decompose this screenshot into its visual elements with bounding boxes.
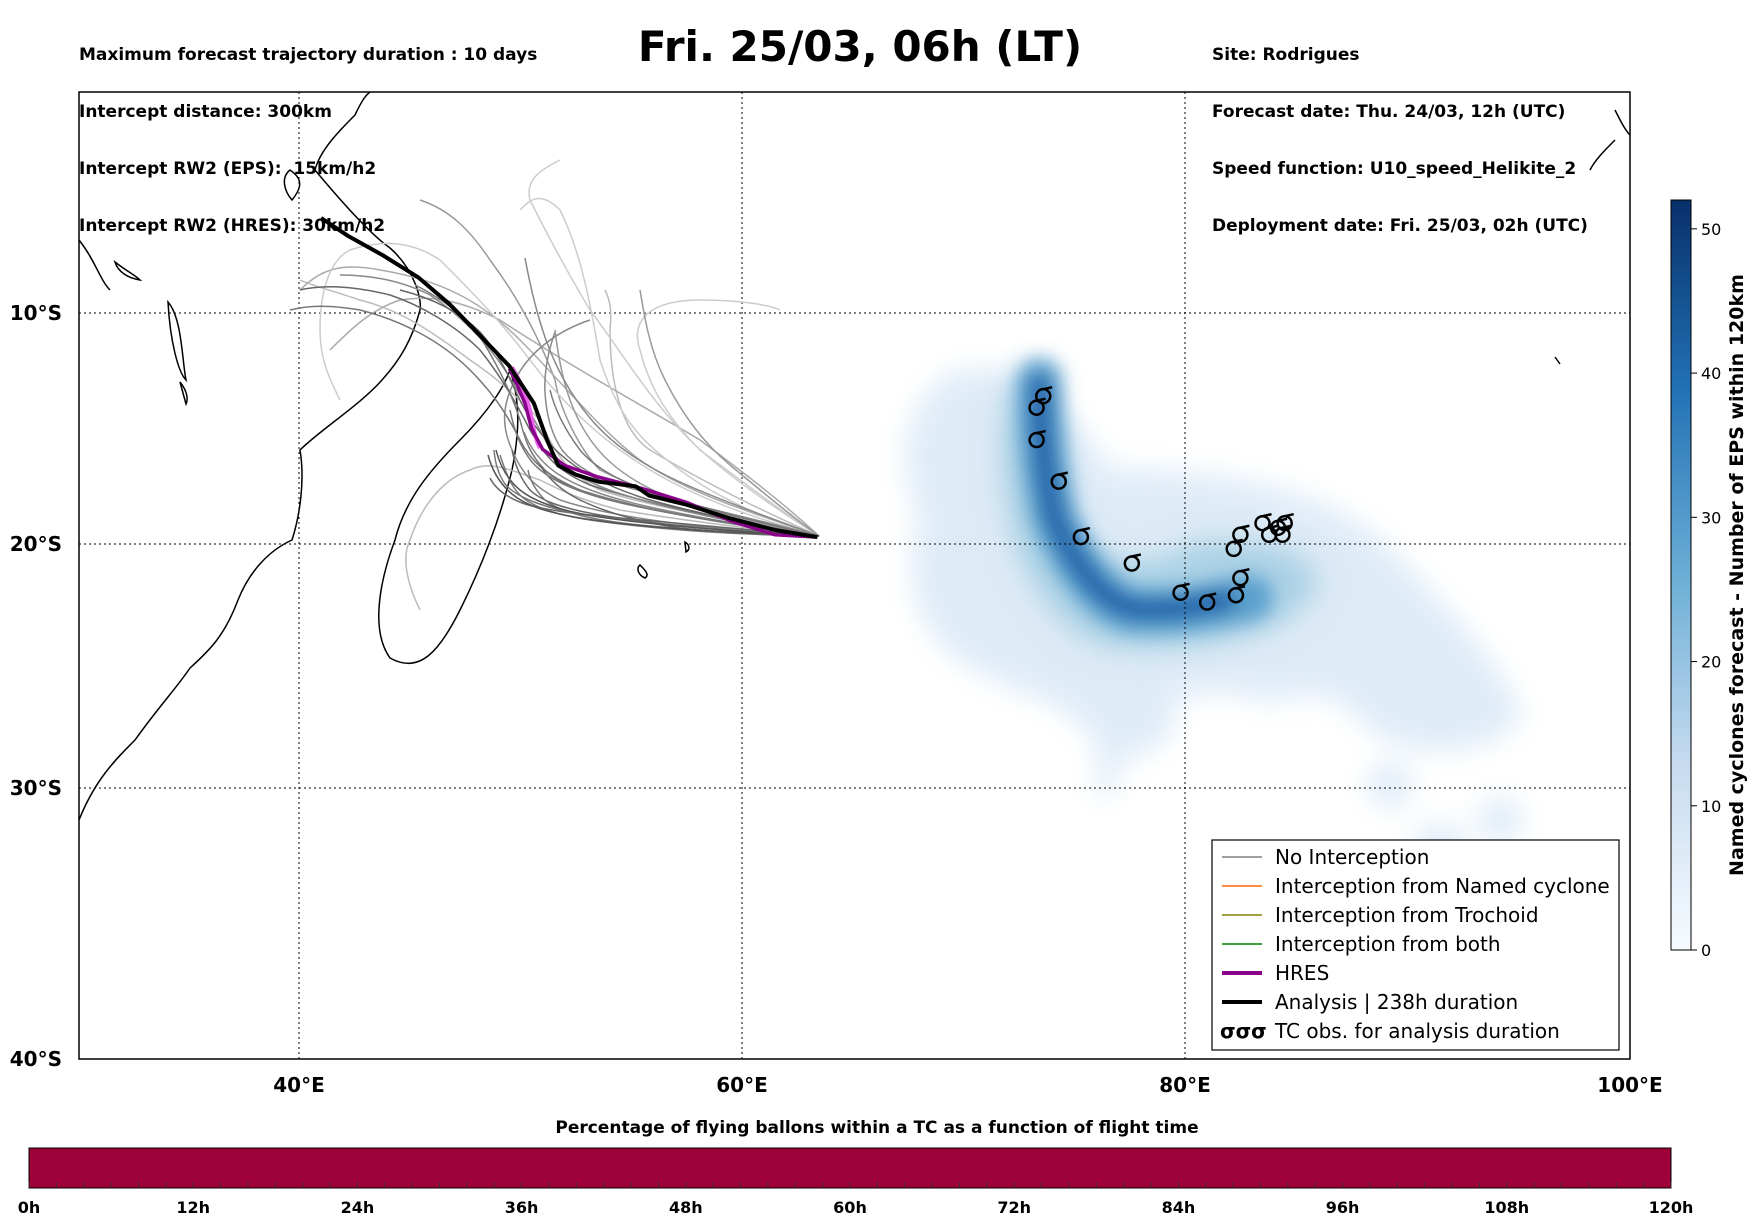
- time-tick-label: 96h: [1326, 1198, 1360, 1217]
- colorbar-label: Named cyclones forecast - Number of EPS …: [1726, 274, 1748, 876]
- legend: No Interception Interception from Named …: [1211, 839, 1620, 1051]
- time-tick-label: 72h: [997, 1198, 1031, 1217]
- colorbar-scale: [1670, 199, 1692, 951]
- map-area: [79, 92, 1630, 1059]
- tc-obs-marker: [1274, 524, 1292, 544]
- eps-trajectories: [289, 159, 820, 611]
- time-bar-title: Percentage of flying ballons within a TC…: [555, 1118, 1199, 1138]
- header-left-line: Maximum forecast trajectory duration : 1…: [79, 45, 538, 65]
- tc-obs-marker: [1276, 512, 1294, 532]
- eps-density-field: [906, 357, 1522, 876]
- header-left-info: Maximum forecast trajectory duration : 1…: [79, 8, 537, 255]
- analysis-track: [319, 216, 818, 540]
- colorbar-tick-label: 20: [1701, 653, 1721, 672]
- time-tick-label: 12h: [176, 1198, 210, 1217]
- tc-obs-marker: [1232, 567, 1250, 587]
- header-left-line: Intercept RW2 (HRES): 30km/h2: [79, 216, 386, 236]
- main-title: Fri. 25/03, 06h (LT): [637, 22, 1083, 71]
- header-right-line: Deployment date: Fri. 25/03, 02h (UTC): [1212, 216, 1588, 236]
- grid-lines: [79, 92, 1630, 1059]
- header-right-line: Speed function: U10_speed_Helikite_2: [1212, 159, 1577, 179]
- tc-obs-marker: [1232, 524, 1250, 544]
- time-bar: 0h 12h 24h 36h 48h 60h 72h 84h 96h 108h 120h: [18, 1147, 1694, 1217]
- time-tick-label: 36h: [505, 1198, 539, 1217]
- time-tick-label: 84h: [1162, 1198, 1196, 1217]
- lon-tick-label: 100°E: [1597, 1073, 1662, 1097]
- lon-tick-label: 80°E: [1159, 1073, 1211, 1097]
- header-right-line: Site: Rodrigues: [1212, 45, 1360, 65]
- header-left-line: Intercept distance: 300km: [79, 102, 332, 122]
- lat-tick-label: 10°S: [10, 301, 62, 325]
- colorbar-tick-label: 10: [1701, 797, 1721, 816]
- colorbar-tick-label: 30: [1701, 508, 1721, 527]
- lat-tick-label: 40°S: [10, 1047, 62, 1071]
- map-frame: [78, 91, 1631, 1060]
- lat-tick-label: 30°S: [10, 776, 62, 800]
- legend-label: Interception from both: [1275, 932, 1501, 956]
- tc-obs-marker: [1028, 429, 1046, 449]
- colorbar-tick-label: 0: [1701, 941, 1711, 960]
- map-figure: 40°E 60°E 80°E 100°E 10°S 20°S 30°S 40°S…: [10, 91, 1748, 1097]
- legend-label: HRES: [1275, 961, 1329, 985]
- header-left-line: Intercept RW2 (EPS): 15km/h2: [79, 159, 377, 179]
- hres-track: [507, 367, 818, 539]
- time-tick-label: 120h: [1649, 1198, 1694, 1217]
- colorbar-ticks: 0 10 20 30 40 50: [1691, 220, 1721, 960]
- colorbar-tick-label: 40: [1701, 364, 1721, 383]
- time-tick-label: 0h: [18, 1198, 41, 1217]
- legend-label: TC obs. for analysis duration: [1274, 1019, 1560, 1043]
- lat-tick-label: 20°S: [10, 532, 62, 556]
- tc-obs-markers: [1028, 385, 1294, 611]
- legend-label: No Interception: [1275, 845, 1429, 869]
- colorbar-tick-label: 50: [1701, 220, 1721, 239]
- tc-obs-marker: [1198, 592, 1217, 611]
- tc-obs-marker: [1072, 526, 1091, 546]
- time-tick-label: 24h: [341, 1198, 375, 1217]
- legend-label: Interception from Trochoid: [1275, 903, 1539, 927]
- lon-tick-label: 40°E: [273, 1073, 325, 1097]
- tc-obs-marker: [1123, 553, 1142, 572]
- header-right-info: Site: Rodrigues Forecast date: Thu. 24/0…: [1212, 8, 1588, 255]
- legend-label: Interception from Named cyclone: [1275, 874, 1610, 898]
- tc-obs-marker: [1028, 397, 1046, 416]
- tc-obs-marker: [1227, 585, 1246, 604]
- time-tick-label: 108h: [1484, 1198, 1529, 1217]
- axis-labels: 40°E 60°E 80°E 100°E 10°S 20°S 30°S 40°S: [10, 301, 1663, 1097]
- legend-box: [1211, 839, 1620, 1051]
- tc-obs-marker: [1050, 471, 1069, 490]
- lon-tick-label: 60°E: [716, 1073, 768, 1097]
- time-bar-fill: [28, 1147, 1672, 1189]
- time-tick-label: 60h: [833, 1198, 867, 1217]
- header-right-line: Forecast date: Thu. 24/03, 12h (UTC): [1212, 102, 1566, 122]
- legend-tc-symbol: σσσ: [1220, 1019, 1267, 1043]
- colorbar: 0 10 20 30 40 50 Named cyclones forecast - Nu…: [1670, 199, 1748, 960]
- legend-label: Analysis | 238h duration: [1275, 990, 1518, 1014]
- time-bar-ticks: 0h 12h 24h 36h 48h 60h 72h 84h 96h 108h 120h: [18, 1182, 1694, 1217]
- tc-obs-marker: [1172, 582, 1190, 602]
- time-tick-label: 48h: [669, 1198, 703, 1217]
